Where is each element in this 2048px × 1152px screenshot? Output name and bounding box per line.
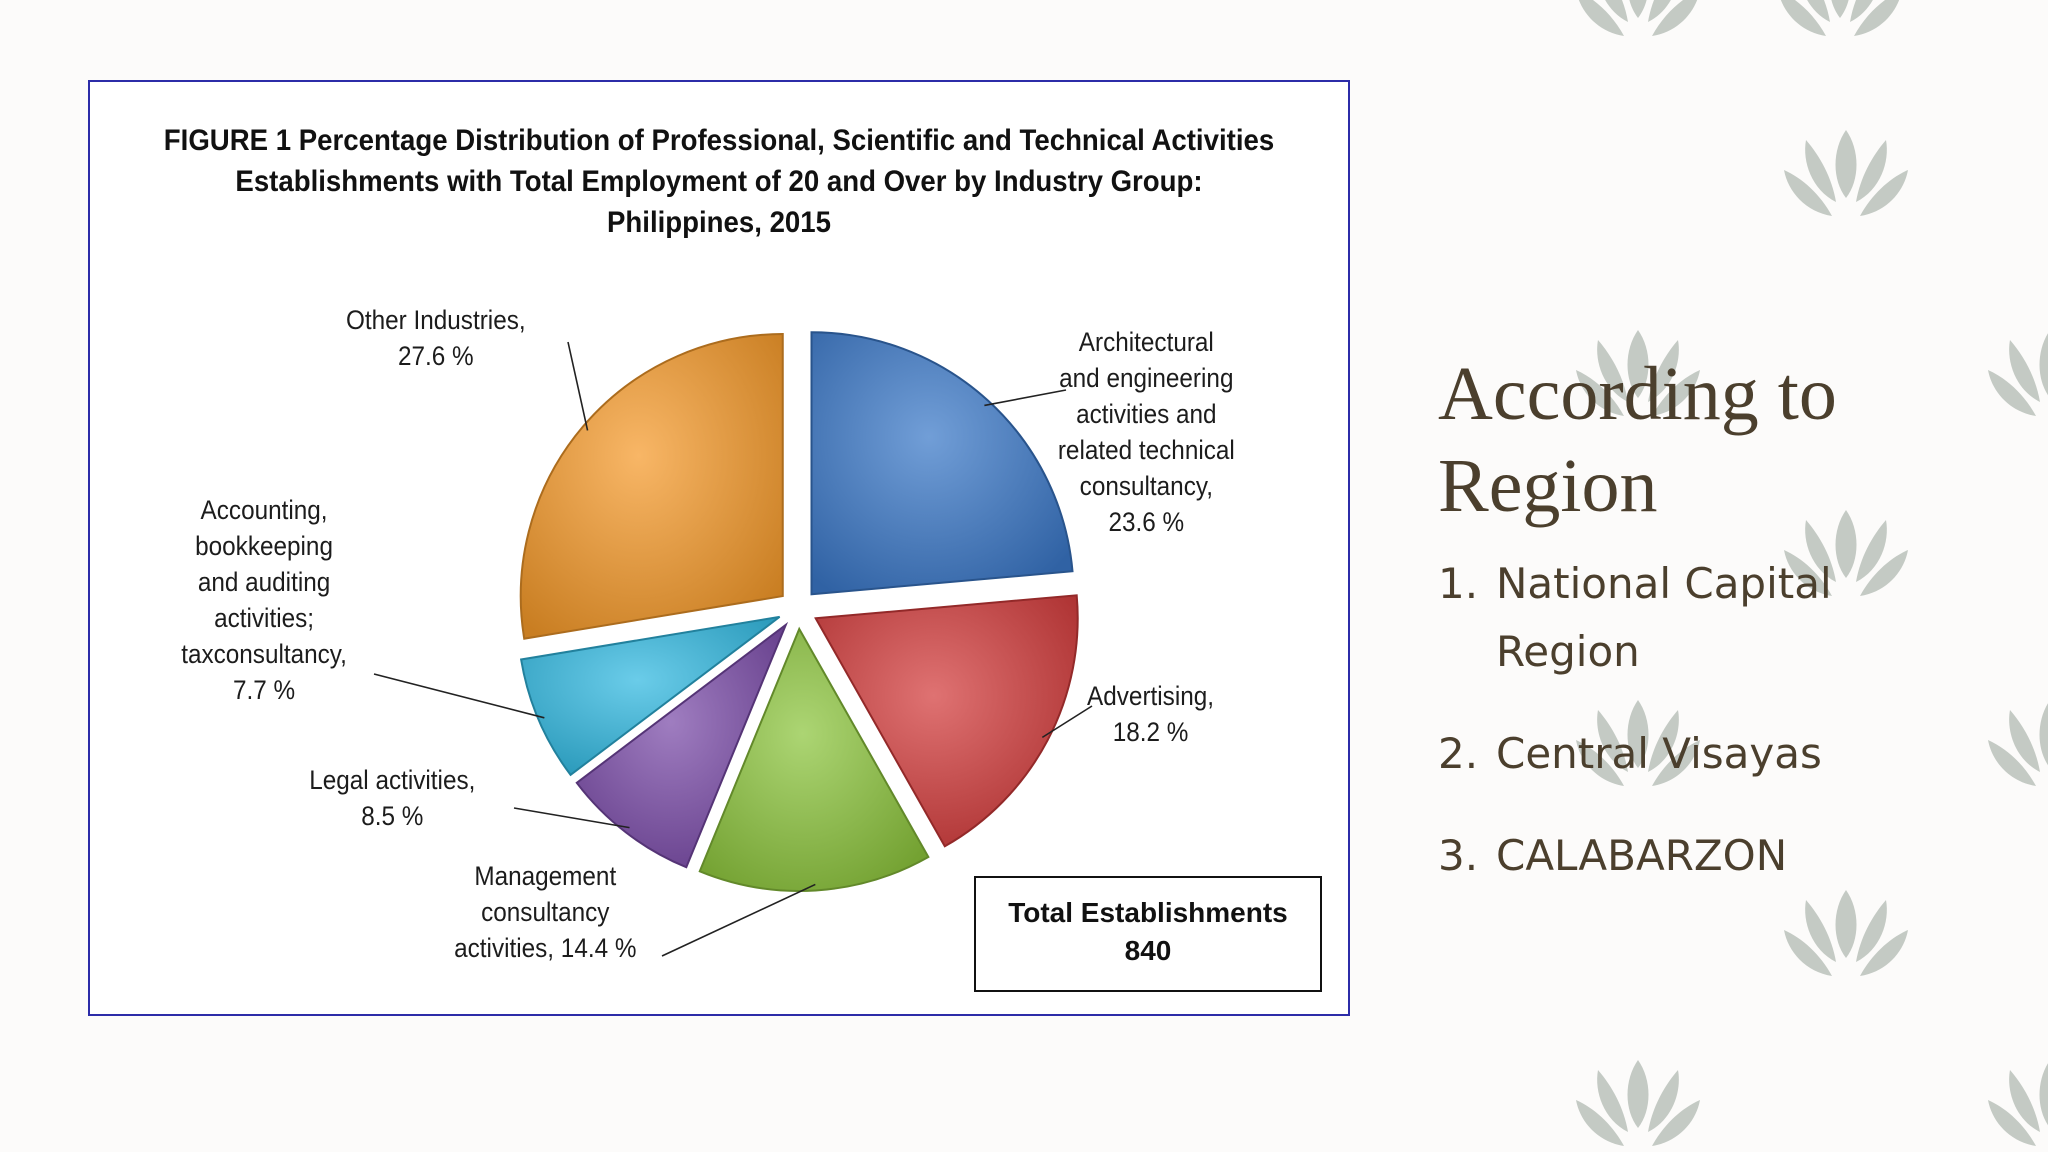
slice-advertising [814,594,1079,848]
leaf-icon [1988,1060,2048,1146]
leaf-icon [1784,130,1908,216]
slice-label-line: Architectural [1078,327,1214,357]
leader-line [1041,705,1093,739]
list-item: 2. Central Visayas [1438,720,1858,788]
figure-title-line: FIGURE 1 Percentage Distribution of Prof… [163,124,1275,157]
slice-label-line: related technical [1057,435,1235,465]
slice-label-line: activities and [1076,399,1217,429]
slice-label-line: and engineering [1059,363,1234,393]
slice-label-line: consultancy [481,897,610,927]
figure-frame: FIGURE 1 Percentage Distribution of Prof… [88,80,1350,1016]
leader-line [661,883,816,957]
slice-other-industries [519,333,784,640]
leaf-icon [1988,330,2048,416]
slice-label-line: taxconsultancy, [181,639,347,669]
slice-label-line: 7.7 % [232,675,296,705]
section-title: According to Region [1438,352,1837,528]
slice-label-line: Accounting, [200,495,328,525]
leader-line [984,389,1067,407]
slice-label-other-industries: Other Industries, 27.6 % [346,302,526,374]
leaf-icon [1576,1060,1700,1146]
list-text: Central Visayas [1496,729,1822,778]
leader-line [513,807,630,829]
leader-line [567,341,589,431]
slice-label-line: Legal activities, [309,765,476,795]
slice-label-line: Management [474,861,617,891]
total-establishments-box: Total Establishments 840 [974,876,1322,992]
list-number: 2. [1438,729,1479,778]
slice-label-architectural: Architectural and engineering activities… [1058,324,1235,540]
figure-title-line: Establishments with Total Employment of … [235,165,1203,198]
slice-label-line: bookkeeping [195,531,333,561]
slice-label-line: activities, 14.4 % [454,933,637,963]
slice-label-line: Other Industries, [345,305,526,335]
leader-line [373,673,545,719]
slice-label-line: 23.6 % [1108,507,1185,537]
slice-label-line: and auditing [197,567,331,597]
slice-label-line: consultancy, [1079,471,1213,501]
leaf-icon [1576,0,1700,36]
pie-chart [373,331,1093,957]
list-number: 3. [1438,831,1479,880]
leaf-icon [1778,0,1902,36]
slice-label-line: Advertising, [1087,681,1215,711]
slice-management [698,626,930,892]
slice-label-line: 18.2 % [1112,717,1189,747]
slice-label-legal: Legal activities, 8.5 % [309,762,475,834]
slice-label-accounting: Accounting, bookkeeping and auditing act… [181,492,347,708]
slice-label-management: Management consultancy activities, 14.4 … [454,858,636,966]
leaf-icon [1988,700,2048,786]
figure-title-line: Philippines, 2015 [607,206,831,239]
figure-title: FIGURE 1 Percentage Distribution of Prof… [140,120,1297,243]
slice-architectural [810,331,1074,596]
list-item: 3. CALABARZON [1438,822,1858,890]
slice-accounting [519,615,781,777]
total-label: Total Establishments [1008,897,1288,928]
slice-label-line: activities; [214,603,315,633]
region-list: 1. National Capital Region 2. Central Vi… [1438,550,1858,924]
list-item: 1. National Capital Region [1438,550,1858,686]
slice-legal [575,621,789,869]
slice-label-line: 8.5 % [361,801,424,831]
list-text: National Capital Region [1496,559,1832,676]
list-text: CALABARZON [1496,831,1788,880]
list-number: 1. [1438,559,1479,608]
slice-label-advertising: Advertising, 18.2 % [1087,678,1214,750]
total-value: 840 [1124,935,1172,966]
slice-label-line: 27.6 % [397,341,474,371]
